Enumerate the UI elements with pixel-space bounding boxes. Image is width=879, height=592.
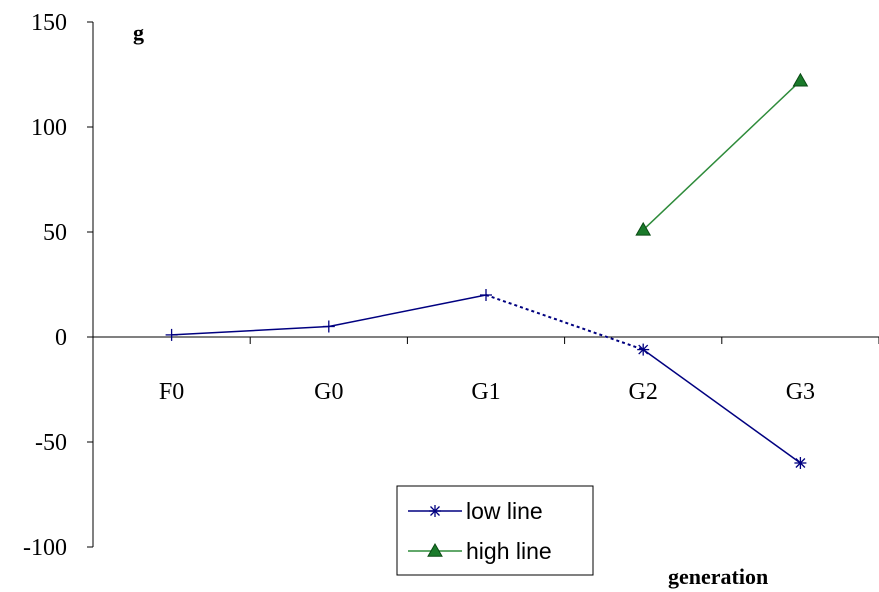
legend: low line high line xyxy=(396,485,594,576)
legend-box xyxy=(396,485,594,576)
legend-entry: low line xyxy=(408,498,543,524)
data-point xyxy=(792,72,809,87)
legend-label: high line xyxy=(466,538,552,564)
series-line-segment xyxy=(328,294,487,328)
legend-entry: high line xyxy=(408,538,552,564)
series-line-segment xyxy=(642,348,801,464)
legend-label: low line xyxy=(466,498,543,524)
data-point xyxy=(794,457,807,469)
y-tick-label: -100 xyxy=(23,535,67,561)
data-point xyxy=(635,221,652,236)
x-tick-label: G0 xyxy=(314,379,343,405)
y-axis: 150 100 50 0 -50 -100 xyxy=(23,10,94,561)
x-axis-title: generation xyxy=(668,564,768,589)
y-tick-label: -50 xyxy=(35,430,67,456)
x-tick-label: G3 xyxy=(786,379,815,405)
y-tick-label: 100 xyxy=(31,115,67,141)
legend-swatch-marker xyxy=(429,505,441,517)
data-point xyxy=(165,328,178,341)
x-tick-label: F0 xyxy=(159,379,184,405)
data-point xyxy=(480,289,492,301)
series-line-segment xyxy=(485,294,644,351)
y-tick-label: 0 xyxy=(55,325,67,351)
series-layer xyxy=(165,72,809,469)
y-tick-label: 150 xyxy=(31,10,67,36)
y-tick-label: 50 xyxy=(43,220,67,246)
x-tick-label: G1 xyxy=(471,379,500,405)
y-axis-title: g xyxy=(133,20,144,45)
data-point xyxy=(637,343,650,356)
legend-swatch-marker xyxy=(427,542,443,557)
series-high-line xyxy=(635,72,809,236)
x-tick-label: G2 xyxy=(629,379,658,405)
series-line-segment xyxy=(642,80,801,231)
series-line-segment xyxy=(171,325,329,336)
data-point xyxy=(322,320,335,333)
x-axis: F0 G0 G1 G2 G3 xyxy=(93,336,879,405)
series-low-line xyxy=(165,289,807,469)
